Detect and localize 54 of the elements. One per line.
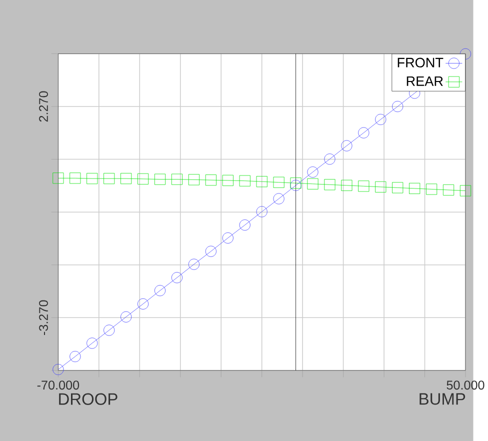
point	[222, 232, 234, 244]
point	[138, 298, 149, 310]
point	[324, 179, 336, 190]
point	[188, 258, 200, 270]
point	[104, 324, 115, 336]
point	[290, 177, 302, 189]
point	[392, 100, 404, 112]
point	[120, 311, 132, 322]
point	[188, 174, 200, 186]
x-axis-title: DROOP	[59, 393, 118, 405]
point	[120, 172, 132, 184]
point	[70, 350, 81, 362]
point	[52, 172, 64, 184]
point	[171, 272, 183, 284]
point	[205, 246, 216, 257]
text: BUMP	[420, 393, 466, 405]
point	[70, 172, 81, 184]
point	[358, 127, 370, 138]
y-tick-label: 2.270	[39, 91, 48, 122]
point	[307, 178, 318, 190]
x-tick-label: 50.000	[446, 380, 484, 390]
point	[138, 173, 149, 184]
point	[52, 364, 64, 375]
y-tick-label: -3.270	[39, 300, 48, 335]
point	[273, 193, 284, 204]
point	[222, 174, 234, 186]
point	[375, 114, 386, 125]
point	[341, 180, 352, 191]
point	[154, 174, 166, 185]
x-tick-label: -70.000	[37, 380, 80, 390]
point	[239, 219, 250, 230]
point	[375, 181, 386, 192]
point	[324, 153, 336, 165]
point	[86, 338, 98, 349]
point	[171, 174, 183, 185]
point	[256, 176, 268, 188]
point	[341, 140, 352, 152]
point	[104, 172, 115, 184]
point	[392, 182, 404, 194]
point	[273, 176, 284, 188]
point	[290, 180, 302, 191]
legend-label: FRONT	[398, 58, 444, 68]
point	[86, 172, 98, 184]
legend-label: REAR	[406, 76, 443, 86]
point	[256, 206, 268, 218]
point	[154, 284, 166, 296]
point	[442, 184, 454, 196]
point	[460, 185, 472, 196]
point	[205, 174, 216, 186]
point	[426, 184, 438, 195]
point	[239, 175, 250, 186]
point	[409, 182, 420, 194]
point	[358, 180, 370, 192]
point	[307, 166, 318, 178]
